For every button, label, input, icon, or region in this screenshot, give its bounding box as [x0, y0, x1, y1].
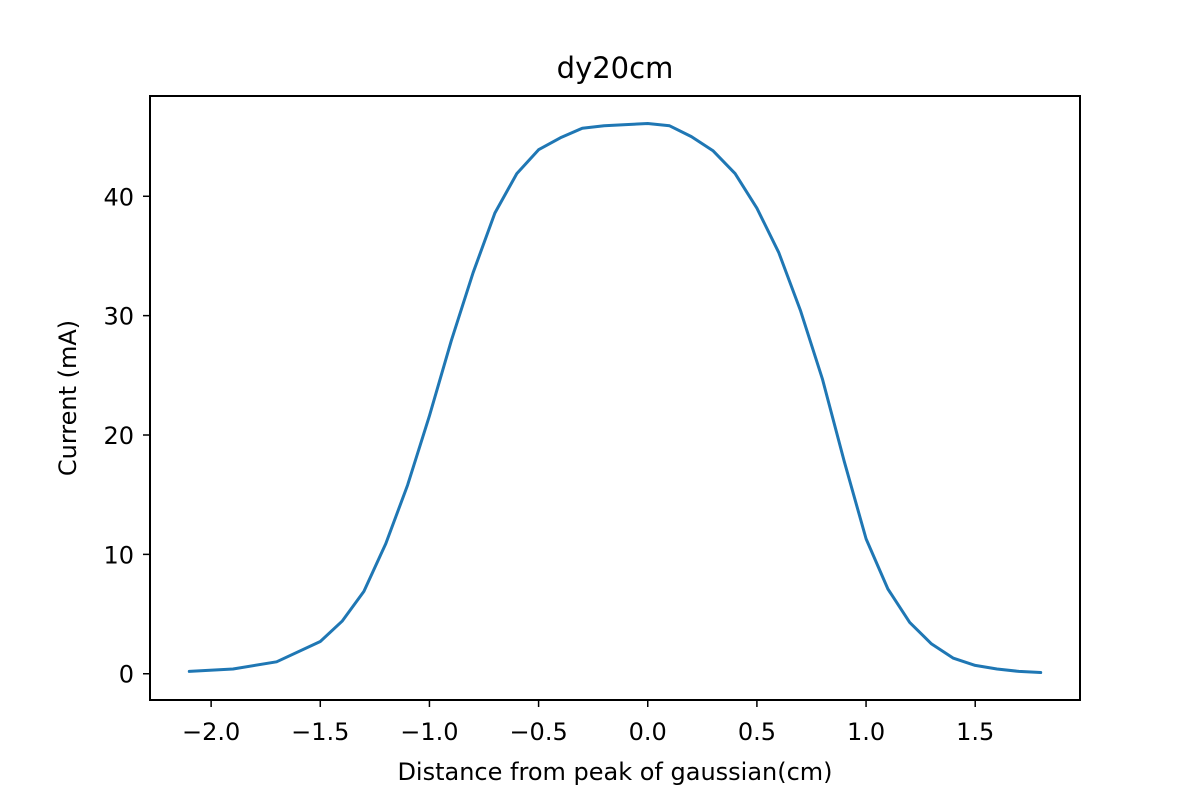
- y-tick-label: 10: [103, 541, 134, 569]
- y-tick-label: 20: [103, 422, 134, 450]
- x-axis-label: Distance from peak of gaussian(cm): [397, 758, 832, 786]
- y-tick-label: 40: [103, 183, 134, 211]
- x-axis-ticks: −2.0 −1.5 −1.0 −0.5 0.0 0.5 1.0 1.5: [182, 700, 994, 746]
- x-tick-label: −2.0: [182, 718, 240, 746]
- x-tick-label: −1.0: [400, 718, 458, 746]
- y-tick-label: 30: [103, 303, 134, 331]
- y-tick-label: 0: [119, 661, 134, 689]
- y-axis-ticks: 0 10 20 30 40: [103, 183, 150, 689]
- plot-frame: [149, 95, 1081, 701]
- series-line: [187, 122, 1043, 674]
- chart-title: dy20cm: [557, 51, 674, 85]
- x-tick-label: −1.5: [291, 718, 349, 746]
- x-tick-label: 0.0: [629, 718, 667, 746]
- x-tick-label: 1.0: [847, 718, 885, 746]
- x-tick-label: −0.5: [509, 718, 567, 746]
- y-axis-label: Current (mA): [54, 320, 82, 476]
- x-tick-label: 1.5: [956, 718, 994, 746]
- x-tick-label: 0.5: [738, 718, 776, 746]
